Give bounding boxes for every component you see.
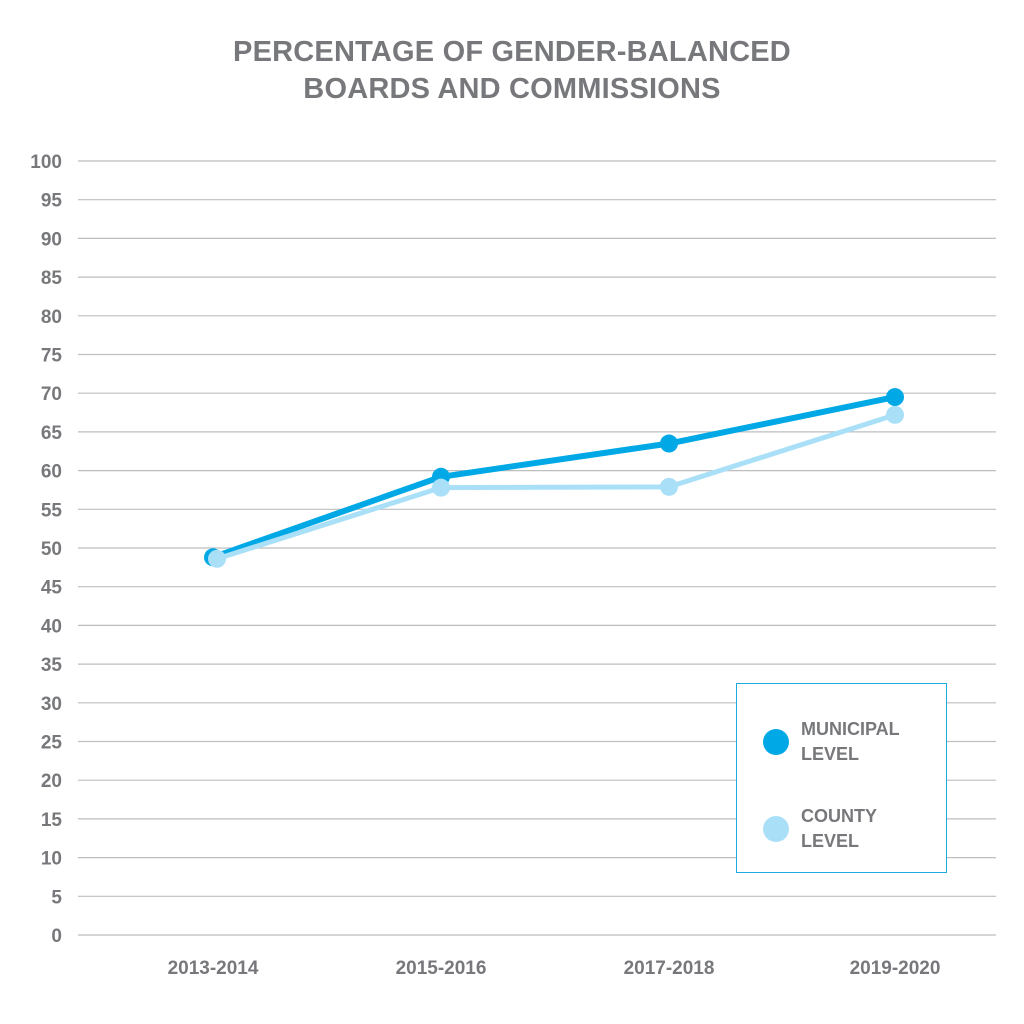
legend-label-county-line-2: LEVEL xyxy=(801,831,860,851)
data-point-municipal xyxy=(660,434,678,453)
x-axis-tick-labels: 2013-2014 2015-2016 2017-2018 2019-2020 xyxy=(168,958,941,979)
series-line-county xyxy=(214,412,898,562)
y-tick-label: 60 xyxy=(41,462,62,483)
data-point-county xyxy=(886,405,904,424)
y-tick-label: 50 xyxy=(41,539,62,560)
gridlines xyxy=(78,160,996,936)
series-line-municipal xyxy=(210,394,898,561)
y-tick-label: 55 xyxy=(41,500,63,521)
y-tick-label: 30 xyxy=(41,694,62,715)
y-tick-label: 20 xyxy=(41,771,62,792)
chart-title-line-2: BOARDS AND COMMISSIONS xyxy=(303,73,721,105)
legend-label-municipal-line-2: LEVEL xyxy=(801,744,860,764)
legend-item-county: COUNTY LEVEL xyxy=(763,804,877,854)
chart-title-line-1: PERCENTAGE OF GENDER-BALANCED xyxy=(233,36,791,68)
y-tick-label: 80 xyxy=(41,307,62,328)
y-tick-label: 90 xyxy=(41,229,62,250)
y-tick-label: 65 xyxy=(41,423,63,444)
chart-title: PERCENTAGE OF GENDER-BALANCED BOARDS AND… xyxy=(0,34,1024,108)
y-tick-label: 0 xyxy=(51,926,62,947)
y-tick-label: 75 xyxy=(41,346,63,367)
legend-label-county: COUNTY LEVEL xyxy=(801,804,877,854)
data-point-county xyxy=(208,549,226,568)
y-tick-label: 5 xyxy=(51,887,62,908)
y-tick-label: 40 xyxy=(41,616,62,637)
legend-item-municipal: MUNICIPAL LEVEL xyxy=(763,717,900,767)
data-point-county xyxy=(432,478,450,497)
legend-label-municipal-line-1: MUNICIPAL xyxy=(801,719,900,739)
y-tick-label: 10 xyxy=(41,849,62,870)
x-tick-label: 2017-2018 xyxy=(624,958,715,979)
legend-swatch-municipal xyxy=(763,729,789,755)
legend-label-municipal: MUNICIPAL LEVEL xyxy=(801,717,900,767)
y-tick-label: 70 xyxy=(41,384,62,405)
y-axis-tick-labels: 0 5 10 15 20 25 30 35 40 45 50 55 60 65 70 75 80 85 90 95 10… xyxy=(30,152,62,947)
series-lines xyxy=(204,388,904,568)
y-tick-label: 25 xyxy=(41,733,63,754)
data-point-county xyxy=(660,477,678,496)
y-tick-label: 15 xyxy=(41,810,63,831)
legend-label-county-line-1: COUNTY xyxy=(801,806,877,826)
legend: MUNICIPAL LEVEL COUNTY LEVEL xyxy=(736,683,947,873)
x-tick-label: 2019-2020 xyxy=(850,958,941,979)
y-tick-label: 45 xyxy=(41,578,63,599)
y-tick-label: 100 xyxy=(30,152,62,173)
x-tick-label: 2013-2014 xyxy=(168,958,259,979)
legend-swatch-county xyxy=(763,816,789,842)
x-tick-label: 2015-2016 xyxy=(396,958,487,979)
y-tick-label: 95 xyxy=(41,191,63,212)
y-tick-label: 35 xyxy=(41,655,63,676)
y-tick-label: 85 xyxy=(41,268,63,289)
data-point-municipal xyxy=(886,388,904,407)
